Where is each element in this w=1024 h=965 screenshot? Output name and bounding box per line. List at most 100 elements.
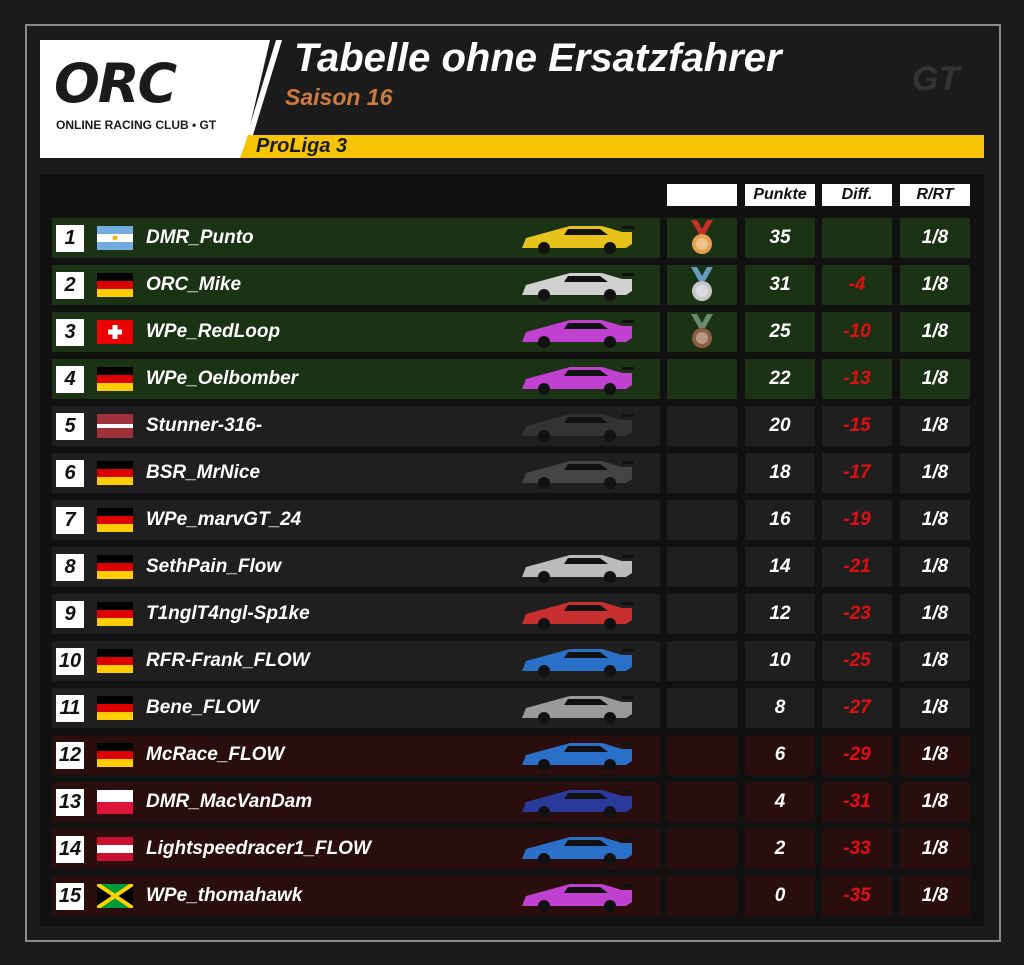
driver-cell: 15 WPe_thomahawk <box>52 876 660 916</box>
rank: 11 <box>56 695 84 722</box>
points: 18 <box>745 453 815 493</box>
diff: -17 <box>822 453 892 493</box>
rank: 1 <box>56 225 84 252</box>
table-row: 12 McRace_FLOW 6 -29 1/8 <box>52 735 972 775</box>
car-image <box>522 367 634 395</box>
points: 8 <box>745 688 815 728</box>
diff: -19 <box>822 500 892 540</box>
driver-name: BSR_MrNice <box>146 462 261 483</box>
medal-cell <box>667 782 737 822</box>
diff: -31 <box>822 782 892 822</box>
car-image <box>522 273 634 301</box>
driver-name: SethPain_Flow <box>146 556 282 577</box>
car-image <box>522 320 634 348</box>
driver-cell: 11 Bene_FLOW <box>52 688 660 728</box>
gt-watermark: GT <box>912 60 960 98</box>
medal-cell <box>667 500 737 540</box>
table-row: 15 WPe_thomahawk 0 -35 1/8 <box>52 876 972 916</box>
rank: 8 <box>56 554 84 581</box>
medal-cell <box>667 876 737 916</box>
flag-jm-icon <box>97 884 133 908</box>
driver-name: T1nglT4ngl-Sp1ke <box>146 603 310 624</box>
races: 1/8 <box>900 312 970 352</box>
bronze-medal-icon <box>691 314 713 348</box>
races: 1/8 <box>900 218 970 258</box>
rank: 14 <box>56 836 84 863</box>
flag-de-icon <box>97 649 133 673</box>
header-points: Punkte <box>745 184 815 206</box>
flag-de-icon <box>97 602 133 626</box>
header-rrt: R/RT <box>900 184 970 206</box>
flag-ar-icon <box>97 226 133 250</box>
flag-de-icon <box>97 696 133 720</box>
points: 35 <box>745 218 815 258</box>
driver-cell: 1 DMR_Punto <box>52 218 660 258</box>
diff: -35 <box>822 876 892 916</box>
rank: 15 <box>56 883 84 910</box>
table-row: 9 T1nglT4ngl-Sp1ke 12 -23 1/8 <box>52 594 972 634</box>
points: 6 <box>745 735 815 775</box>
points: 16 <box>745 500 815 540</box>
driver-cell: 12 McRace_FLOW <box>52 735 660 775</box>
table-row: 10 RFR-Frank_FLOW 10 -25 1/8 <box>52 641 972 681</box>
races: 1/8 <box>900 735 970 775</box>
car-image <box>522 602 634 630</box>
table-row: 8 SethPain_Flow 14 -21 1/8 <box>52 547 972 587</box>
driver-name: DMR_Punto <box>146 227 254 248</box>
driver-cell: 10 RFR-Frank_FLOW <box>52 641 660 681</box>
rank: 3 <box>56 319 84 346</box>
table-row: 1 DMR_Punto 35 1/8 <box>52 218 972 258</box>
driver-cell: 14 Lightspeedracer1_FLOW <box>52 829 660 869</box>
diff: -33 <box>822 829 892 869</box>
league-label: ProLiga 3 <box>256 135 348 157</box>
flag-de-icon <box>97 367 133 391</box>
medal-cell <box>667 594 737 634</box>
car-image <box>522 790 634 818</box>
races: 1/8 <box>900 782 970 822</box>
car-image <box>522 461 634 489</box>
driver-name: WPe_Oelbomber <box>146 368 299 389</box>
points: 10 <box>745 641 815 681</box>
season-label: Saison 16 <box>285 84 393 110</box>
driver-name: WPe_RedLoop <box>146 321 281 342</box>
car-image <box>522 743 634 771</box>
rank: 5 <box>56 413 84 440</box>
diff: -27 <box>822 688 892 728</box>
car-image <box>522 649 634 677</box>
rank: 2 <box>56 272 84 299</box>
driver-name: WPe_thomahawk <box>146 885 303 906</box>
driver-name: Bene_FLOW <box>146 697 259 718</box>
medal-cell <box>667 406 737 446</box>
flag-pl-icon <box>97 790 133 814</box>
gold-medal-icon <box>691 220 713 254</box>
medal-cell <box>667 312 737 352</box>
points: 2 <box>745 829 815 869</box>
table-row: 14 Lightspeedracer1_FLOW 2 -33 1/8 <box>52 829 972 869</box>
driver-cell: 5 Stunner-316- <box>52 406 660 446</box>
rank: 7 <box>56 507 84 534</box>
table-row: 5 Stunner-316- 20 -15 1/8 <box>52 406 972 446</box>
table-row: 6 BSR_MrNice 18 -17 1/8 <box>52 453 972 493</box>
races: 1/8 <box>900 688 970 728</box>
page-title: Tabelle ohne Ersatzfahrer <box>294 36 782 80</box>
points: 25 <box>745 312 815 352</box>
logo-text: ORC <box>54 52 177 115</box>
medal-cell <box>667 453 737 493</box>
frame-border <box>25 24 1001 942</box>
races: 1/8 <box>900 829 970 869</box>
diff: -23 <box>822 594 892 634</box>
silver-medal-icon <box>691 267 713 301</box>
diff: -25 <box>822 641 892 681</box>
flag-de-icon <box>97 743 133 767</box>
driver-cell: 2 ORC_Mike <box>52 265 660 305</box>
flag-at-icon <box>97 837 133 861</box>
table-row: 7 WPe_marvGT_24 16 -19 1/8 <box>52 500 972 540</box>
driver-name: McRace_FLOW <box>146 744 285 765</box>
driver-cell: 6 BSR_MrNice <box>52 453 660 493</box>
races: 1/8 <box>900 547 970 587</box>
driver-cell: 9 T1nglT4ngl-Sp1ke <box>52 594 660 634</box>
flag-lv-icon <box>97 414 133 438</box>
orc-logo: ORC ONLINE RACING CLUB • GT <box>40 40 270 158</box>
flag-de-icon <box>97 508 133 532</box>
diff: -13 <box>822 359 892 399</box>
